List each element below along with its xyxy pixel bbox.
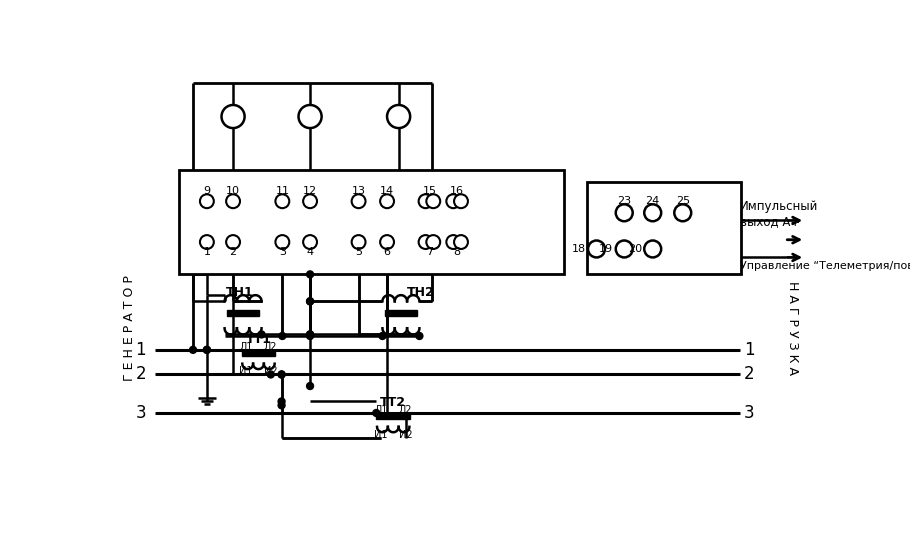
- Text: 2: 2: [743, 366, 754, 383]
- Circle shape: [258, 331, 265, 338]
- Circle shape: [307, 298, 314, 305]
- Bar: [227, 310, 259, 316]
- Circle shape: [278, 332, 286, 340]
- Text: 19: 19: [600, 244, 613, 254]
- Text: И2: И2: [264, 366, 278, 376]
- Text: Управление “Телеметрия/поверка”: Управление “Телеметрия/поверка”: [740, 260, 910, 270]
- Text: 20: 20: [628, 244, 642, 254]
- Bar: [385, 310, 417, 316]
- Circle shape: [303, 194, 317, 208]
- Circle shape: [454, 235, 468, 249]
- Text: 2: 2: [136, 366, 146, 383]
- Text: И1: И1: [374, 429, 388, 439]
- Circle shape: [379, 332, 386, 340]
- Circle shape: [200, 194, 214, 208]
- Text: 25: 25: [676, 196, 690, 206]
- Circle shape: [268, 371, 274, 378]
- Circle shape: [616, 240, 632, 258]
- Text: 3: 3: [136, 404, 146, 422]
- Text: 18: 18: [571, 244, 586, 254]
- Circle shape: [189, 346, 197, 353]
- Circle shape: [278, 371, 285, 378]
- Circle shape: [204, 346, 210, 353]
- Circle shape: [426, 194, 440, 208]
- Circle shape: [426, 235, 440, 249]
- Text: 7: 7: [426, 247, 433, 257]
- Circle shape: [616, 204, 632, 221]
- Circle shape: [226, 235, 240, 249]
- Circle shape: [307, 331, 314, 338]
- Text: 12: 12: [303, 186, 317, 196]
- Text: ТН2: ТН2: [407, 286, 435, 299]
- Circle shape: [221, 105, 245, 128]
- Text: 13: 13: [351, 186, 366, 196]
- Circle shape: [303, 235, 317, 249]
- Text: ТТ1: ТТ1: [246, 332, 271, 346]
- Text: Л2: Л2: [264, 342, 278, 352]
- Circle shape: [298, 105, 321, 128]
- Circle shape: [454, 194, 468, 208]
- Text: Г Е Н Е Р А Т О Р: Г Е Н Е Р А Т О Р: [124, 275, 136, 381]
- Text: 9: 9: [203, 186, 210, 196]
- Circle shape: [307, 298, 314, 305]
- Text: И1: И1: [239, 366, 253, 376]
- Circle shape: [276, 235, 289, 249]
- Text: 15: 15: [422, 186, 437, 196]
- Text: 10: 10: [226, 186, 240, 196]
- Circle shape: [373, 409, 379, 417]
- Text: ТН1: ТН1: [226, 286, 254, 299]
- Circle shape: [446, 194, 460, 208]
- Bar: [241, 350, 276, 356]
- Circle shape: [419, 194, 432, 208]
- Circle shape: [351, 194, 366, 208]
- Text: 3: 3: [278, 247, 286, 257]
- Circle shape: [276, 194, 289, 208]
- Text: 1: 1: [743, 341, 754, 359]
- Circle shape: [307, 331, 314, 338]
- Text: Импульсный
выход А+: Импульсный выход А+: [740, 201, 818, 228]
- Text: 1: 1: [203, 247, 210, 257]
- Circle shape: [226, 194, 240, 208]
- Circle shape: [200, 235, 214, 249]
- Circle shape: [387, 105, 410, 128]
- Text: Л1: Л1: [239, 342, 253, 352]
- Circle shape: [419, 235, 432, 249]
- Bar: [179, 171, 564, 274]
- Text: 11: 11: [276, 186, 289, 196]
- Bar: [587, 182, 742, 274]
- Text: 5: 5: [355, 247, 362, 257]
- Circle shape: [278, 398, 285, 405]
- Text: 6: 6: [384, 247, 390, 257]
- Text: 24: 24: [645, 196, 660, 206]
- Circle shape: [380, 235, 394, 249]
- Text: 16: 16: [450, 186, 464, 196]
- Circle shape: [307, 332, 314, 340]
- Text: Н А Г Р У З К А: Н А Г Р У З К А: [785, 281, 799, 375]
- Text: 4: 4: [307, 247, 314, 257]
- Text: Л1: Л1: [374, 405, 388, 415]
- Text: Л2: Л2: [399, 405, 412, 415]
- Text: 8: 8: [453, 247, 460, 257]
- Circle shape: [278, 402, 285, 409]
- Circle shape: [674, 204, 692, 221]
- Text: 2: 2: [229, 247, 237, 257]
- Circle shape: [278, 371, 285, 378]
- Text: 1: 1: [136, 341, 146, 359]
- Circle shape: [351, 235, 366, 249]
- Text: 3: 3: [743, 404, 754, 422]
- Circle shape: [446, 235, 460, 249]
- Text: И2: И2: [399, 429, 412, 439]
- Circle shape: [380, 194, 394, 208]
- Circle shape: [307, 383, 314, 389]
- Circle shape: [644, 204, 662, 221]
- Circle shape: [416, 332, 423, 340]
- Circle shape: [307, 271, 314, 278]
- Text: 14: 14: [380, 186, 394, 196]
- Text: 23: 23: [617, 196, 632, 206]
- Circle shape: [204, 346, 210, 353]
- Circle shape: [588, 240, 605, 258]
- Text: ТТ2: ТТ2: [380, 396, 406, 409]
- Bar: [377, 413, 410, 419]
- Circle shape: [644, 240, 662, 258]
